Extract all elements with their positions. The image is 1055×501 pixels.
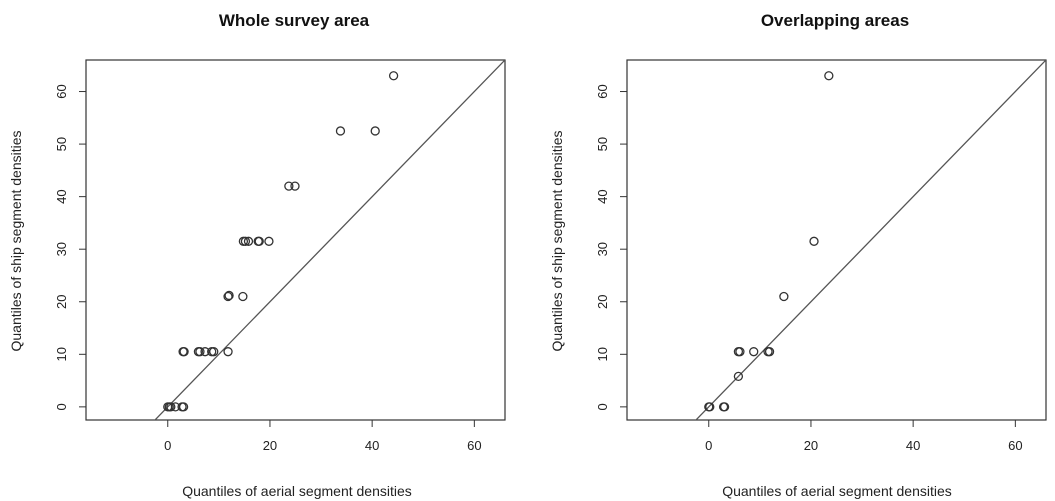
panel-2-point [779, 291, 789, 302]
panel-1-point [178, 402, 189, 412]
panel-2-xtick-label: 0 [705, 438, 712, 453]
panel-1-point [200, 347, 210, 357]
panel-2-ytick-label: 20 [595, 295, 610, 309]
panel-2-xtick-label: 40 [906, 438, 920, 453]
panel-2-xtick-label: 20 [804, 438, 818, 453]
panel-1-point [179, 347, 189, 357]
panel-2-title: Overlapping areas [761, 11, 909, 30]
panel-2-point [719, 402, 730, 412]
panel-1-point [370, 126, 380, 136]
panel-1-ytick-label: 10 [54, 347, 69, 361]
panel-1-point [223, 291, 233, 302]
panel-1-ylabel: Quantiles of ship segment densities [8, 130, 24, 351]
panel-2-ytick-label: 60 [595, 84, 610, 98]
panel-1-point [223, 347, 233, 357]
panel-1-ytick-label: 50 [54, 137, 69, 151]
panel-2-frame [626, 59, 1047, 421]
panel-1-ytick-label: 60 [54, 84, 69, 98]
panel-1-reference-line [154, 60, 505, 420]
panel-2-point [733, 371, 744, 382]
panel-1-point [290, 181, 300, 191]
panel-2-ytick-label: 0 [595, 403, 610, 410]
panel-1-xlabel: Quantiles of aerial segment densities [182, 483, 412, 499]
panel-1-point [209, 347, 219, 357]
panel-1-xtick-label: 60 [467, 438, 481, 453]
panel-2-ylabel: Quantiles of ship segment densities [549, 130, 565, 351]
panel-1-title: Whole survey area [219, 11, 370, 30]
panel-1-point [224, 290, 234, 301]
panel-2-ytick-label: 50 [595, 137, 610, 151]
panel-1-ytick-label: 40 [54, 189, 69, 203]
panel-2-reference-line [695, 60, 1046, 420]
panel-2-ytick-label: 10 [595, 347, 610, 361]
panel-1-xtick-label: 40 [365, 438, 379, 453]
panel-2-point [735, 347, 745, 357]
panel-2-xlabel: Quantiles of aerial segment densities [722, 483, 952, 499]
panel-2-point [824, 71, 834, 81]
panel-2-point [749, 347, 759, 357]
panel-1-ytick-label: 30 [54, 242, 69, 256]
panel-2-xtick-label: 60 [1008, 438, 1022, 453]
panel-1-frame [85, 59, 506, 421]
panel-1-point [335, 126, 346, 136]
panel-1-point [284, 181, 294, 191]
panel-1-point [388, 71, 399, 81]
panel-1-ytick-label: 0 [54, 403, 69, 410]
panel-2-ytick-label: 40 [595, 189, 610, 203]
panel-1-xtick-label: 0 [164, 438, 171, 453]
panel-1-point [195, 347, 205, 357]
panel-1-point [238, 291, 248, 302]
panel-1-point [243, 236, 254, 246]
panel-1-ytick-label: 20 [54, 295, 69, 309]
panel-1-xtick-label: 20 [263, 438, 277, 453]
panel-2-point [764, 347, 775, 357]
panel-1-point [264, 236, 274, 246]
panel-1-point [166, 402, 176, 412]
panel-1-point [240, 236, 251, 246]
panel-1-point [254, 236, 264, 246]
panel-2-point [705, 402, 715, 412]
panel-2-ytick-label: 30 [595, 242, 610, 256]
panel-2-point [809, 236, 819, 246]
